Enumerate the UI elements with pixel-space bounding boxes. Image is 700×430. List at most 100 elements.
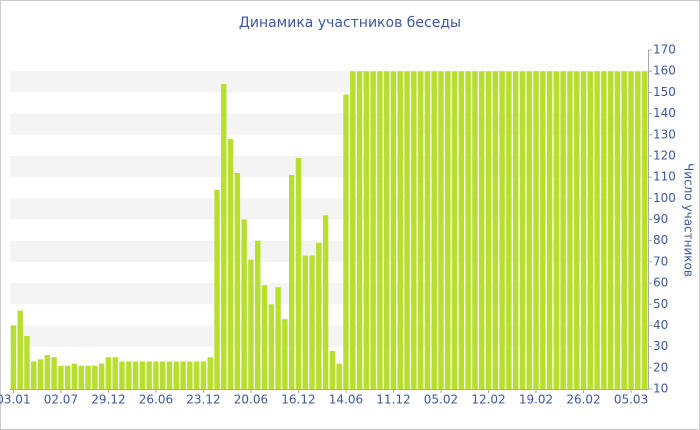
bar	[404, 71, 410, 389]
bar	[92, 365, 98, 389]
bar	[343, 94, 349, 390]
y-tick-label: 160	[653, 64, 676, 78]
x-tick-label: 16.12	[281, 393, 315, 407]
bar	[370, 71, 376, 389]
bar	[350, 71, 356, 389]
y-tick-label: 90	[653, 212, 668, 226]
grid-band	[10, 113, 648, 135]
bar	[329, 350, 336, 389]
y-tick-label: 70	[653, 254, 668, 268]
bar	[200, 361, 207, 389]
bar	[58, 365, 64, 389]
y-tick-label: 80	[653, 233, 668, 247]
bar	[207, 357, 213, 389]
grid-band	[10, 71, 648, 93]
bar	[173, 361, 179, 389]
bar	[438, 71, 444, 389]
bar	[10, 325, 17, 389]
bar	[417, 71, 424, 389]
bar	[356, 71, 363, 389]
bar	[64, 365, 71, 389]
bar	[383, 71, 390, 389]
bar	[377, 71, 383, 389]
bar	[78, 365, 84, 389]
x-tick-label: 20.06	[234, 393, 268, 407]
bar	[479, 71, 485, 389]
grid-band	[10, 283, 648, 305]
bar	[193, 361, 200, 389]
bar	[390, 71, 397, 389]
bar	[424, 71, 431, 389]
bar	[472, 71, 478, 389]
y-tick-label: 100	[653, 191, 676, 205]
bar	[248, 259, 254, 389]
bar	[587, 71, 594, 389]
bar	[567, 71, 573, 389]
x-tick-label: 29.12	[91, 393, 125, 407]
x-tick-label: 03.01	[0, 393, 31, 407]
bar	[241, 219, 247, 389]
bar	[560, 71, 566, 389]
grid-band	[10, 155, 648, 178]
bar	[105, 357, 112, 389]
y-tick-label: 130	[653, 127, 676, 141]
bar	[275, 287, 281, 389]
bar	[132, 361, 139, 389]
bar	[268, 304, 275, 389]
bar	[519, 71, 526, 389]
bar	[221, 83, 227, 390]
bar	[227, 138, 234, 389]
bar	[187, 361, 193, 389]
bar	[31, 361, 37, 389]
bar	[17, 310, 23, 389]
y-tick-label: 140	[653, 106, 676, 120]
grid-band	[10, 198, 648, 220]
bar	[234, 172, 241, 389]
bar	[71, 363, 78, 389]
bar	[526, 71, 532, 389]
y-tick-label: 30	[653, 339, 668, 353]
y-tick-label: 60	[653, 276, 668, 290]
bar	[465, 71, 471, 389]
bar	[37, 359, 44, 389]
bar	[139, 361, 146, 389]
bar	[458, 71, 465, 389]
bar	[180, 361, 186, 389]
bar	[153, 361, 159, 389]
x-tick-label: 19.02	[519, 393, 553, 407]
y-tick-label: 150	[653, 85, 676, 99]
bar	[635, 71, 641, 389]
y-tick-label: 20	[653, 360, 668, 374]
bar	[580, 71, 587, 389]
x-tick-label: 11.12	[376, 393, 410, 407]
bar	[411, 71, 417, 389]
bar	[255, 240, 261, 389]
bar	[445, 71, 451, 389]
bar	[160, 361, 166, 389]
grid-band	[10, 325, 648, 347]
bar	[214, 189, 220, 389]
bar	[607, 71, 614, 389]
x-tick-label: 14.06	[329, 393, 363, 407]
x-tick-label: 23.12	[186, 393, 220, 407]
bar	[533, 71, 539, 389]
bar	[485, 71, 492, 389]
bar	[44, 355, 51, 389]
chart-title: Динамика участников беседы	[239, 15, 461, 31]
bar	[594, 71, 600, 389]
bar	[112, 357, 118, 389]
bar	[98, 363, 105, 389]
bar	[302, 255, 308, 389]
bar	[85, 365, 91, 389]
bar	[336, 363, 342, 389]
x-tick-label: 26.06	[139, 393, 173, 407]
y-tick-label: 10	[653, 382, 668, 396]
y-tick-label: 40	[653, 318, 668, 332]
bar	[288, 175, 295, 389]
grid-band	[10, 367, 648, 389]
bar	[322, 215, 329, 389]
x-tick-label: 05.03	[614, 393, 648, 407]
y-tick-label: 120	[653, 148, 676, 162]
bar	[316, 242, 322, 389]
bar	[641, 71, 648, 389]
